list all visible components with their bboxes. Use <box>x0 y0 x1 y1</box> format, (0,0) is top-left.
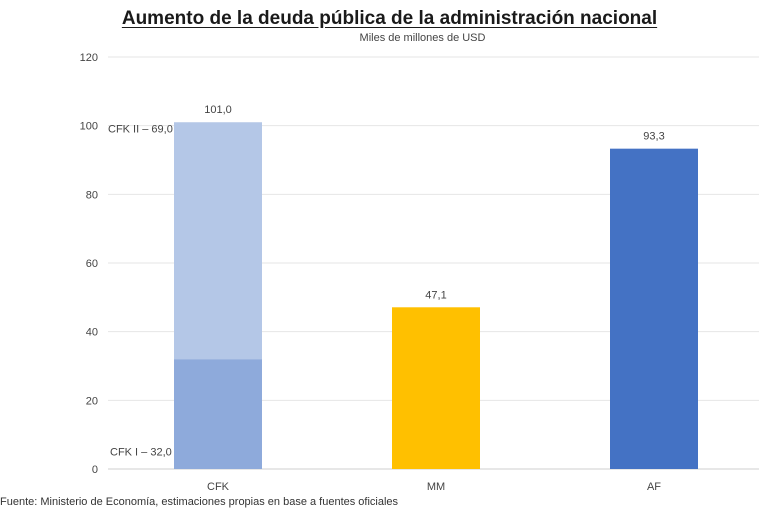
y-tick-label: 80 <box>86 189 98 201</box>
x-tick-label: MM <box>427 481 445 493</box>
segment-label-cfk-i: CFK I – 32,0 <box>110 446 172 458</box>
segment-label-cfk-ii: CFK II – 69,0 <box>108 124 173 136</box>
bar-cfk-ii <box>174 122 262 360</box>
data-label: 93,3 <box>643 131 664 143</box>
bar-af <box>610 148 698 470</box>
y-tick-label: 0 <box>92 464 98 476</box>
y-tick-label: 120 <box>80 52 98 64</box>
y-tick-label: 100 <box>80 121 98 133</box>
y-tick-label: 40 <box>86 327 98 339</box>
chart-title: Aumento de la deuda pública de la admini… <box>121 8 658 29</box>
data-label: 47,1 <box>425 289 446 301</box>
x-tick-label: AF <box>647 481 661 493</box>
data-label: 101,0 <box>204 104 232 116</box>
bar-cfk-i <box>174 359 262 469</box>
chart-subtitle: Miles de millones de USD <box>359 32 486 44</box>
y-tick-label: 20 <box>86 395 98 407</box>
bar-mm <box>392 307 480 469</box>
x-tick-label: CFK <box>207 481 230 493</box>
y-tick-label: 60 <box>86 258 98 270</box>
source-note: Fuente: Ministerio de Economía, estimaci… <box>0 496 399 508</box>
